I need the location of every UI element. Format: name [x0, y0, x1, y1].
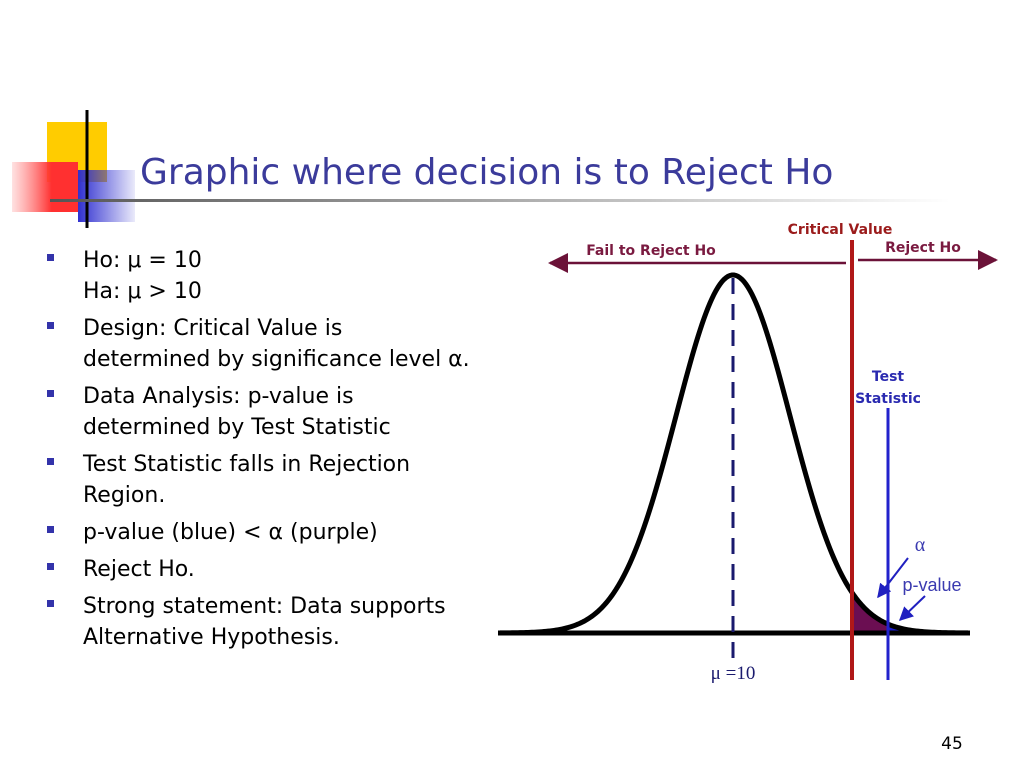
- bullet-marker: [47, 458, 54, 465]
- alpha-arrow: [877, 557, 909, 599]
- bullet-marker: [47, 563, 54, 570]
- logo-decoration: [12, 110, 950, 228]
- bullet-text: Strong statement: Data supports: [83, 594, 446, 619]
- fail-label: Fail to Reject Ho: [586, 243, 716, 259]
- bullet-text: Alternative Hypothesis.: [83, 625, 340, 650]
- bullet-text: Design: Critical Value is: [83, 316, 342, 341]
- alpha-region: [852, 592, 960, 633]
- bullet-text: Reject Ho.: [83, 557, 195, 582]
- statistic-label: Statistic: [855, 391, 921, 407]
- test-label: Test: [872, 369, 905, 385]
- reject-label: Reject Ho: [885, 240, 961, 256]
- bullet-text: Test Statistic falls in Rejection: [82, 452, 410, 477]
- diagram: Critical Value Fail to Reject Ho Reject …: [498, 222, 998, 684]
- bullet-text: Ho: μ = 10: [83, 248, 202, 273]
- bullet-text: Data Analysis: p-value is: [83, 384, 354, 409]
- critical-value-label: Critical Value: [788, 222, 893, 238]
- bullet-marker: [47, 254, 54, 261]
- p-value-arrow: [898, 595, 926, 621]
- bullet-marker: [47, 600, 54, 607]
- bullet-marker: [47, 322, 54, 329]
- bullet-text: Ha: μ > 10: [83, 279, 202, 304]
- bullet-list: Ho: μ = 10 Ha: μ > 10 Design: Critical Val…: [47, 248, 470, 650]
- alpha-label: α: [915, 534, 926, 556]
- normal-curve: [499, 272, 969, 636]
- bullet-marker: [47, 390, 54, 397]
- slide-title: Graphic where decision is to Reject Ho: [140, 152, 833, 193]
- bullet-text: determined by Test Statistic: [83, 415, 391, 440]
- bullet-marker: [47, 526, 54, 533]
- bullet-text: p-value (blue) < α (purple): [83, 520, 378, 545]
- bullet-text: Region.: [83, 483, 165, 508]
- mean-label: μ =10: [711, 663, 756, 684]
- p-value-label: p-value: [902, 575, 961, 595]
- bullet-text: determined by significance level α.: [83, 347, 470, 372]
- page-number: 45: [941, 734, 963, 754]
